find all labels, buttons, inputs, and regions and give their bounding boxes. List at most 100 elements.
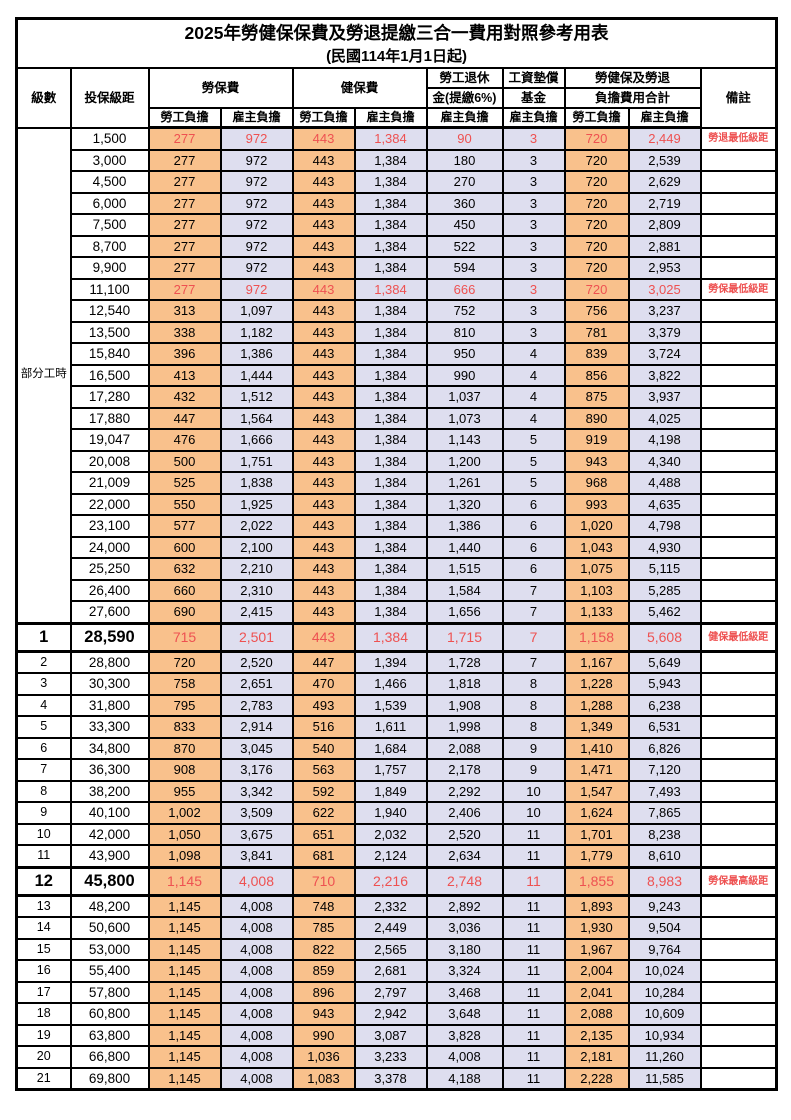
cell-level: 10 (15, 822, 72, 846)
cell-pension-employer: 990 (425, 363, 504, 387)
cell-remark (699, 256, 778, 280)
table-row: 16 55,400 1,145 4,008 859 2,681 3,324 11 2,004 10… (15, 959, 778, 983)
cell-health-employer: 1,384 (353, 578, 428, 602)
cell-remark (699, 514, 778, 538)
cell-level: 13 (15, 894, 72, 918)
cell-health-employer: 1,466 (353, 672, 428, 696)
cell-health-employer: 1,757 (353, 758, 428, 782)
cell-total-employee: 1,855 (563, 865, 630, 897)
cell-health-employee: 443 (291, 514, 356, 538)
cell-wagefund-employer: 3 (501, 234, 566, 258)
cell-total-employee: 720 (563, 126, 630, 151)
cell-bracket: 27,600 (69, 600, 150, 624)
cell-wagefund-employer: 3 (501, 256, 566, 280)
cell-labor-employer: 4,008 (219, 894, 294, 918)
cell-health-employee: 592 (291, 779, 356, 803)
cell-health-employee: 443 (291, 471, 356, 495)
cell-total-employee: 1,893 (563, 894, 630, 918)
cell-labor-employer: 4,008 (219, 980, 294, 1004)
cell-remark (699, 822, 778, 846)
cell-bracket: 24,000 (69, 535, 150, 559)
cell-total-employer: 6,826 (627, 736, 702, 760)
cell-remark (699, 471, 778, 495)
cell-total-employer: 8,238 (627, 822, 702, 846)
cell-bracket: 60,800 (69, 1002, 150, 1026)
cell-total-employee: 720 (563, 191, 630, 215)
cell-level: 21 (15, 1066, 72, 1091)
cell-health-employee: 651 (291, 822, 356, 846)
table-row: 15 53,000 1,145 4,008 822 2,565 3,180 11 1,967 9,… (15, 937, 778, 961)
col-header-total-line1: 勞健保及勞退 (563, 67, 702, 89)
cell-health-employer: 1,384 (353, 406, 428, 430)
cell-wagefund-employer: 10 (501, 779, 566, 803)
cell-bracket: 4,500 (69, 170, 150, 194)
table-row: 16,500 413 1,444 443 1,384 990 4 856 3,822 (17, 363, 778, 387)
cell-level: 16 (15, 959, 72, 983)
cell-health-employer: 1,384 (353, 126, 428, 151)
cell-health-employer: 1,384 (353, 277, 428, 301)
cell-labor-employer: 2,914 (219, 715, 294, 739)
cell-health-employer: 1,384 (353, 600, 428, 624)
cell-total-employer: 10,024 (627, 959, 702, 983)
cell-pension-employer: 1,728 (425, 650, 504, 674)
cell-health-employer: 1,384 (353, 492, 428, 516)
cell-bracket: 17,280 (69, 385, 150, 409)
cell-total-employee: 2,041 (563, 980, 630, 1004)
page-title: 2025年勞健保保費及勞退提繳三合一費用對照參考用表 (184, 23, 609, 43)
subheader-health-employer: 雇主負擔 (353, 107, 428, 129)
table-row: 19 63,800 1,145 4,008 990 3,087 3,828 11 2,135 10… (15, 1023, 778, 1047)
cell-labor-employer: 2,100 (219, 535, 294, 559)
cell-health-employer: 1,684 (353, 736, 428, 760)
table-row: 1 28,590 715 2,501 443 1,384 1,715 7 1,158 5,608 健… (15, 621, 778, 653)
cell-health-employee: 443 (291, 277, 356, 301)
cell-health-employer: 3,087 (353, 1023, 428, 1047)
cell-remark (699, 916, 778, 940)
cell-wagefund-employer: 5 (501, 471, 566, 495)
cell-total-employer: 3,379 (627, 320, 702, 344)
cell-labor-employer: 972 (219, 256, 294, 280)
cell-pension-employer: 90 (425, 126, 504, 151)
cell-remark (699, 299, 778, 323)
cell-labor-employee: 550 (147, 492, 222, 516)
cell-total-employee: 2,088 (563, 1002, 630, 1026)
table-body: 部分工時 1,500 277 972 443 1,384 90 3 720 2,449 勞退最低級距… (15, 126, 778, 1091)
cell-labor-employee: 1,145 (147, 1066, 222, 1091)
cell-labor-employee: 1,145 (147, 1002, 222, 1026)
cell-pension-employer: 1,037 (425, 385, 504, 409)
cell-pension-employer: 2,748 (425, 865, 504, 897)
cell-pension-employer: 2,406 (425, 801, 504, 825)
cell-wagefund-employer: 11 (501, 1002, 566, 1026)
table-row: 3 30,300 758 2,651 470 1,466 1,818 8 1,228 5,943 (15, 672, 778, 696)
cell-total-employee: 2,135 (563, 1023, 630, 1047)
table-row: 6,000 277 972 443 1,384 360 3 720 2,719 (17, 191, 778, 215)
cell-total-employer: 5,462 (627, 600, 702, 624)
subheader-total-employee: 勞工負擔 (563, 107, 630, 129)
cell-bracket: 30,300 (69, 672, 150, 696)
cell-health-employee: 443 (291, 148, 356, 172)
cell-health-employer: 1,394 (353, 650, 428, 674)
cell-health-employee: 443 (291, 621, 356, 653)
cell-remark (699, 1023, 778, 1047)
cell-labor-employee: 413 (147, 363, 222, 387)
cell-remark (699, 320, 778, 344)
cell-wagefund-employer: 6 (501, 514, 566, 538)
cell-health-employer: 1,384 (353, 148, 428, 172)
table-row: 15,840 396 1,386 443 1,384 950 4 839 3,724 (17, 342, 778, 366)
cell-health-employee: 1,083 (291, 1066, 356, 1091)
cell-level: 7 (15, 758, 72, 782)
cell-health-employee: 443 (291, 363, 356, 387)
cell-remark (699, 779, 778, 803)
cell-total-employer: 4,488 (627, 471, 702, 495)
cell-total-employee: 875 (563, 385, 630, 409)
cell-bracket: 45,800 (69, 865, 150, 897)
cell-total-employer: 4,340 (627, 449, 702, 473)
cell-bracket: 16,500 (69, 363, 150, 387)
cell-total-employee: 1,349 (563, 715, 630, 739)
cell-total-employee: 1,043 (563, 535, 630, 559)
table-row: 17 57,800 1,145 4,008 896 2,797 3,468 11 2,041 10… (15, 980, 778, 1004)
cell-pension-employer: 1,998 (425, 715, 504, 739)
cell-pension-employer: 4,008 (425, 1045, 504, 1069)
cell-labor-employee: 1,145 (147, 959, 222, 983)
cell-health-employee: 443 (291, 492, 356, 516)
cell-labor-employer: 3,841 (219, 844, 294, 868)
